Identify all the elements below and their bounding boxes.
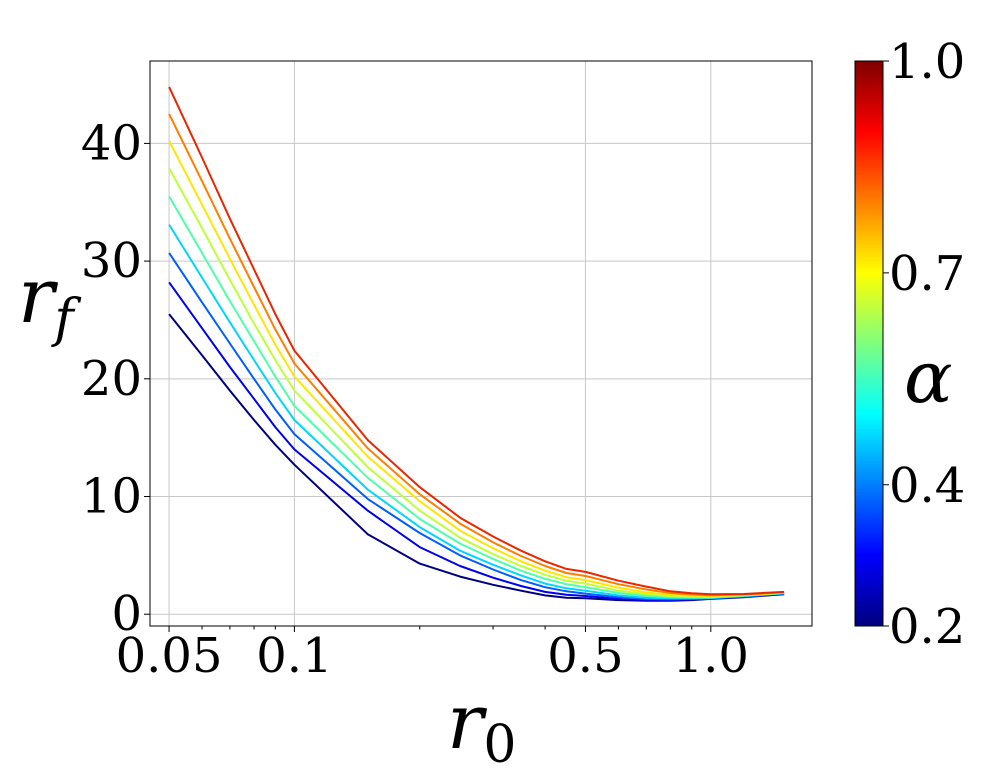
- x-axis-label-sub: 0: [483, 715, 516, 775]
- colorbar-label: α: [904, 335, 953, 419]
- y-tick-label: 0: [111, 586, 142, 642]
- series-line-alpha-0.8: [168, 140, 785, 597]
- x-tick-label: 1.0: [673, 628, 749, 684]
- x-axis-label: r0: [447, 677, 516, 775]
- y-axis-label: rf: [18, 251, 81, 349]
- plot-frame: [149, 60, 813, 627]
- x-axis-ticks: 0.05 0.1 0.5 1.0: [116, 626, 749, 684]
- colorbar-tick-label: 0.2: [889, 599, 965, 655]
- series-line-alpha-1: [168, 86, 785, 596]
- y-axis-label-main: r: [18, 251, 59, 340]
- plot-background: [150, 61, 812, 626]
- colorbar-tick-label: 1.0: [889, 34, 965, 90]
- x-tick-label: 0.1: [256, 628, 332, 684]
- y-tick-label: 10: [81, 469, 142, 525]
- grid: [150, 61, 812, 626]
- colorbar-tick-label: 0.7: [889, 246, 965, 302]
- x-tick-label: 0.5: [547, 628, 623, 684]
- y-axis-ticks: 0 10 20 30 40: [81, 115, 150, 642]
- series-line-alpha-0.7: [168, 167, 785, 598]
- colorbar-ticks: 0.2 0.4 0.7 1.0: [883, 34, 965, 655]
- colorbar: [854, 60, 884, 627]
- y-tick-label: 20: [81, 351, 142, 407]
- x-axis-label-main: r: [447, 677, 488, 766]
- y-axis-label-sub: f: [50, 289, 81, 349]
- colorbar-tick-label: 0.4: [889, 458, 965, 514]
- x-tick-label: 0.05: [116, 628, 223, 684]
- y-tick-label: 30: [81, 233, 142, 289]
- series-lines: [168, 86, 785, 602]
- series-line-alpha-0.9: [168, 113, 785, 597]
- y-tick-label: 40: [81, 115, 142, 171]
